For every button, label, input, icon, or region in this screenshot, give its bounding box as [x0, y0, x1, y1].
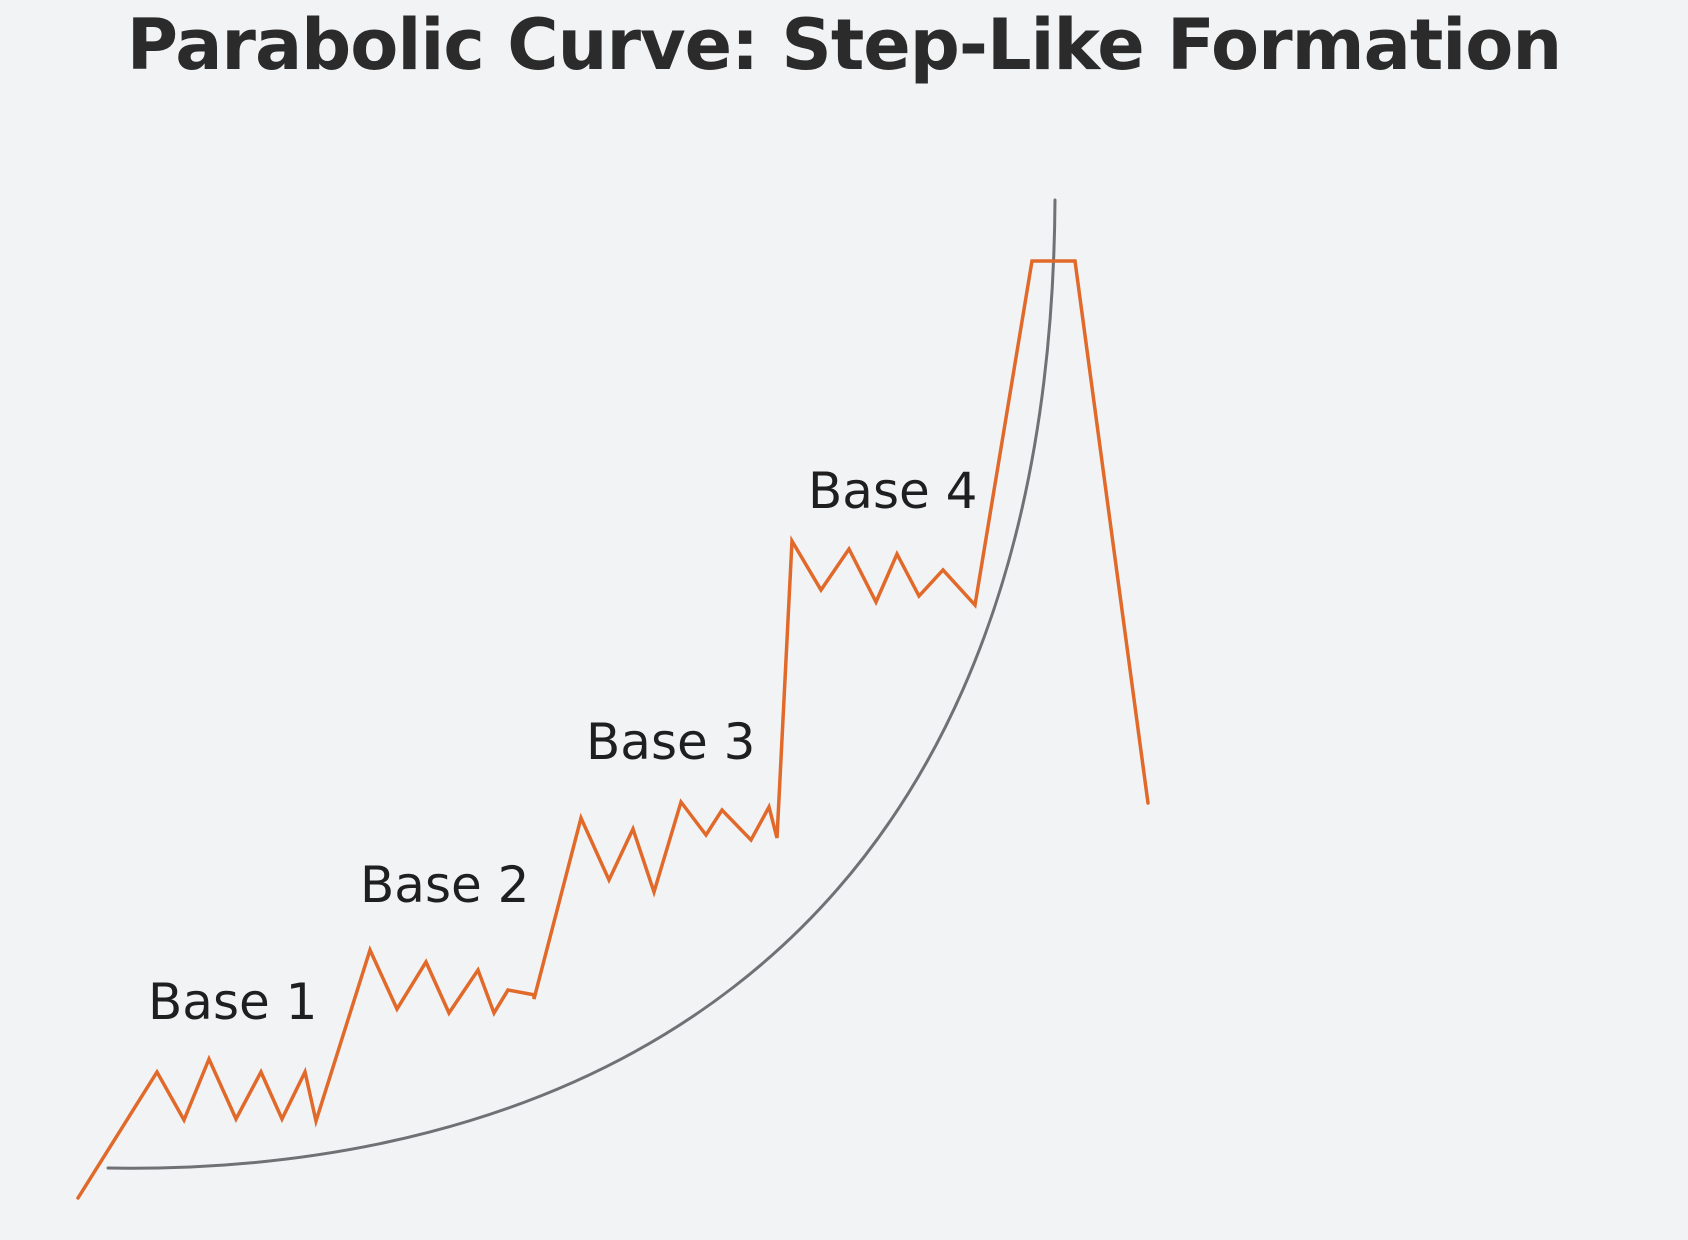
base-4-label: Base 4	[808, 462, 977, 520]
base-3-label: Base 3	[586, 713, 755, 771]
parabolic-curve	[106, 198, 1057, 1170]
price-line	[76, 259, 1150, 1200]
diagram-title: Parabolic Curve: Step-Like Formation	[126, 4, 1562, 86]
base-1-label: Base 1	[148, 973, 317, 1031]
base-2-label: Base 2	[360, 856, 529, 914]
